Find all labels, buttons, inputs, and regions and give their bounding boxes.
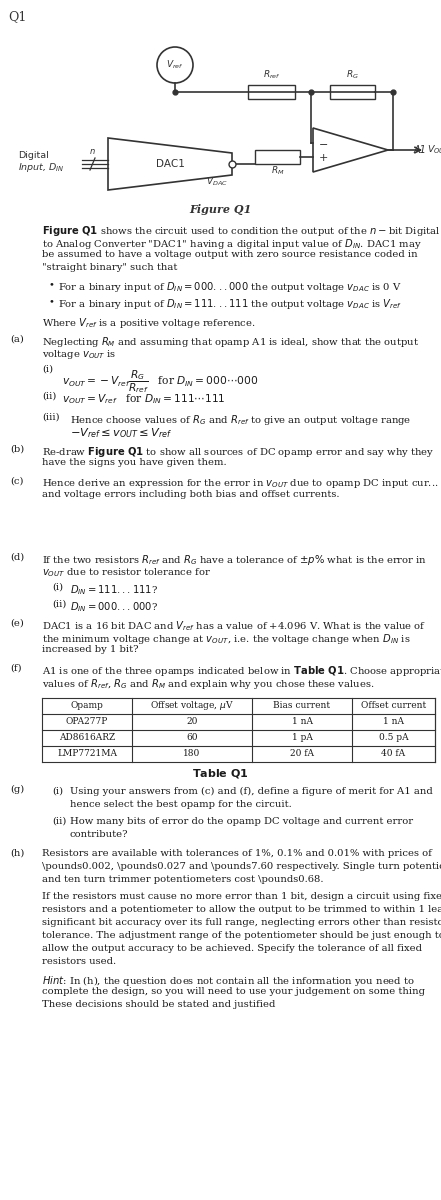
- Text: Neglecting $R_M$ and assuming that opamp A1 is ideal, show that the output: Neglecting $R_M$ and assuming that opamp…: [42, 335, 419, 349]
- Text: (ii): (ii): [52, 817, 67, 826]
- Text: Figure Q1: Figure Q1: [189, 204, 251, 215]
- Text: 1 nA: 1 nA: [292, 718, 313, 726]
- Text: allow the output accuracy to be achieved. Specify the tolerance of all fixed: allow the output accuracy to be achieved…: [42, 944, 422, 953]
- Text: $D_{IN}=111...111$?: $D_{IN}=111...111$?: [70, 583, 158, 596]
- Text: How many bits of error do the opamp DC voltage and current error: How many bits of error do the opamp DC v…: [70, 817, 413, 826]
- Text: and ten turn trimmer potentiometers cost \pounds0.68.: and ten turn trimmer potentiometers cost…: [42, 875, 324, 884]
- Text: 20 fA: 20 fA: [290, 750, 314, 758]
- Text: be assumed to have a voltage output with zero source resistance coded in: be assumed to have a voltage output with…: [42, 250, 418, 259]
- Text: (c): (c): [10, 476, 23, 486]
- Text: to Analog Converter "DAC1" having a digital input value of $D_{IN}$. DAC1 may: to Analog Converter "DAC1" having a digi…: [42, 236, 422, 251]
- FancyBboxPatch shape: [248, 85, 295, 98]
- Text: $V_{ref}$: $V_{ref}$: [166, 59, 184, 71]
- Text: $-V_{ref}\leq v_{OUT}\leq V_{ref}$: $-V_{ref}\leq v_{OUT}\leq V_{ref}$: [70, 426, 172, 439]
- FancyBboxPatch shape: [330, 85, 375, 98]
- Text: 40 fA: 40 fA: [381, 750, 406, 758]
- Text: 1 nA: 1 nA: [383, 718, 404, 726]
- Text: $R_M$: $R_M$: [271, 164, 284, 178]
- Text: A1 is one of the three opamps indicated below in $\mathbf{Table\ Q1}$. Choose ap: A1 is one of the three opamps indicated …: [42, 664, 441, 678]
- Text: $\mathbf{Table\ Q1}$: $\mathbf{Table\ Q1}$: [192, 767, 248, 780]
- Text: AD8616ARZ: AD8616ARZ: [59, 733, 115, 743]
- Text: $V_{OUT}$: $V_{OUT}$: [427, 144, 441, 156]
- Text: Resistors are available with tolerances of 1%, 0.1% and 0.01% with prices of: Resistors are available with tolerances …: [42, 850, 432, 858]
- Text: 1 pA: 1 pA: [292, 733, 312, 743]
- Text: (a): (a): [10, 335, 24, 344]
- Text: (d): (d): [10, 553, 24, 562]
- Text: For a binary input of $D_{IN}=000...000$ the output voltage $v_{DAC}$ is 0 V: For a binary input of $D_{IN}=000...000$…: [58, 280, 402, 294]
- Text: Offset current: Offset current: [361, 702, 426, 710]
- Text: $R_{ref}$: $R_{ref}$: [263, 68, 280, 80]
- Text: Opamp: Opamp: [71, 702, 104, 710]
- Text: (g): (g): [10, 785, 24, 794]
- Text: (e): (e): [10, 619, 24, 628]
- Text: $V_{DAC}$: $V_{DAC}$: [206, 176, 228, 188]
- Text: the minimum voltage change at $v_{OUT}$, i.e. the voltage change when $D_{IN}$ i: the minimum voltage change at $v_{OUT}$,…: [42, 632, 411, 646]
- Text: resistors used.: resistors used.: [42, 958, 116, 966]
- Text: voltage $v_{OUT}$ is: voltage $v_{OUT}$ is: [42, 348, 116, 361]
- Text: $\it{Hint}$: In (h), the question does not contain all the information you need : $\it{Hint}$: In (h), the question does n…: [42, 974, 415, 988]
- Text: Using your answers from (c) and (f), define a figure of merit for A1 and: Using your answers from (c) and (f), def…: [70, 787, 433, 796]
- Text: (i): (i): [42, 365, 53, 374]
- FancyBboxPatch shape: [255, 150, 300, 164]
- Text: (b): (b): [10, 445, 24, 454]
- Text: and voltage errors including both bias and offset currents.: and voltage errors including both bias a…: [42, 490, 340, 499]
- Text: These decisions should be stated and justified: These decisions should be stated and jus…: [42, 1000, 275, 1009]
- Text: (f): (f): [10, 664, 22, 673]
- Text: $v_{OUT}=-V_{ref}\dfrac{R_G}{R_{ref}}$   for $D_{IN}=000\cdots000$: $v_{OUT}=-V_{ref}\dfrac{R_G}{R_{ref}}$ f…: [62, 368, 258, 395]
- Text: If the resistors must cause no more error than 1 bit, design a circuit using fix: If the resistors must cause no more erro…: [42, 892, 441, 901]
- Text: (i): (i): [52, 787, 63, 796]
- Text: $v_{OUT}=V_{ref}$   for $D_{IN}=111\cdots111$: $v_{OUT}=V_{ref}$ for $D_{IN}=111\cdots1…: [62, 392, 226, 406]
- Text: n: n: [90, 146, 95, 156]
- Text: A1: A1: [413, 145, 426, 155]
- Text: •: •: [48, 280, 54, 289]
- Text: complete the design, so you will need to use your judgement on some thing: complete the design, so you will need to…: [42, 986, 425, 996]
- Text: (h): (h): [10, 850, 24, 858]
- Text: $D_{IN}=000...000$?: $D_{IN}=000...000$?: [70, 600, 158, 613]
- Text: $v_{OUT}$ due to resistor tolerance for: $v_{OUT}$ due to resistor tolerance for: [42, 566, 211, 578]
- Text: DAC1 is a 16 bit DAC and $V_{ref}$ has a value of +4.096 V. What is the value of: DAC1 is a 16 bit DAC and $V_{ref}$ has a…: [42, 619, 426, 632]
- Text: 0.5 pA: 0.5 pA: [379, 733, 408, 743]
- Text: \pounds0.002, \pounds0.027 and \pounds7.60 respectively. Single turn potentiomet: \pounds0.002, \pounds0.027 and \pounds7.…: [42, 862, 441, 871]
- Text: resistors and a potentiometer to allow the output to be trimmed to within 1 leas: resistors and a potentiometer to allow t…: [42, 905, 441, 914]
- Text: For a binary input of $D_{IN}=111...111$ the output voltage $v_{DAC}$ is $V_{ref: For a binary input of $D_{IN}=111...111$…: [58, 296, 402, 311]
- Text: tolerance. The adjustment range of the potentiometer should be just enough to: tolerance. The adjustment range of the p…: [42, 931, 441, 940]
- Text: Digital: Digital: [18, 151, 49, 161]
- Text: "straight binary" such that: "straight binary" such that: [42, 263, 177, 272]
- Text: (i): (i): [52, 583, 63, 592]
- Text: (iii): (iii): [42, 413, 60, 422]
- Text: significant bit accuracy over its full range, neglecting errors other than resis: significant bit accuracy over its full r…: [42, 918, 441, 926]
- Text: $-$: $-$: [318, 138, 328, 148]
- Text: OPA277P: OPA277P: [66, 718, 108, 726]
- Text: 180: 180: [183, 750, 201, 758]
- Text: Q1: Q1: [8, 10, 26, 23]
- Text: •: •: [48, 296, 54, 306]
- Text: increased by 1 bit?: increased by 1 bit?: [42, 646, 138, 654]
- Text: 20: 20: [186, 718, 198, 726]
- Text: $\mathbf{Figure\ Q1}$ shows the circuit used to condition the output of the $n-$: $\mathbf{Figure\ Q1}$ shows the circuit …: [42, 224, 441, 238]
- Text: have the signs you have given them.: have the signs you have given them.: [42, 458, 227, 467]
- Text: Input, $D_{IN}$: Input, $D_{IN}$: [18, 162, 65, 174]
- Text: Offset voltage, $\mu$V: Offset voltage, $\mu$V: [150, 700, 234, 713]
- Text: Re-draw $\mathbf{Figure\ Q1}$ to show all sources of DC opamp error and say why : Re-draw $\mathbf{Figure\ Q1}$ to show al…: [42, 445, 434, 458]
- Text: (ii): (ii): [42, 392, 56, 401]
- Text: Hence derive an expression for the error in $v_{OUT}$ due to opamp DC input cur.: Hence derive an expression for the error…: [42, 476, 438, 490]
- Text: contribute?: contribute?: [70, 830, 128, 839]
- Text: $R_G$: $R_G$: [346, 68, 359, 80]
- Text: Hence choose values of $R_G$ and $R_{ref}$ to give an output voltage range: Hence choose values of $R_G$ and $R_{ref…: [70, 413, 411, 427]
- Text: hence select the best opamp for the circuit.: hence select the best opamp for the circ…: [70, 800, 292, 809]
- Text: Bias current: Bias current: [273, 702, 331, 710]
- Text: LMP7721MA: LMP7721MA: [57, 750, 117, 758]
- Text: 60: 60: [186, 733, 198, 743]
- Text: DAC1: DAC1: [156, 158, 184, 169]
- Text: $+$: $+$: [318, 152, 328, 163]
- Text: Where $V_{ref}$ is a positive voltage reference.: Where $V_{ref}$ is a positive voltage re…: [42, 316, 255, 330]
- Text: values of $R_{ref}$, $R_G$ and $R_M$ and explain why you chose these values.: values of $R_{ref}$, $R_G$ and $R_M$ and…: [42, 677, 374, 691]
- Text: If the two resistors $R_{ref}$ and $R_G$ have a tolerance of $\pm p\%$ what is t: If the two resistors $R_{ref}$ and $R_G$…: [42, 553, 427, 566]
- Text: (ii): (ii): [52, 600, 67, 608]
